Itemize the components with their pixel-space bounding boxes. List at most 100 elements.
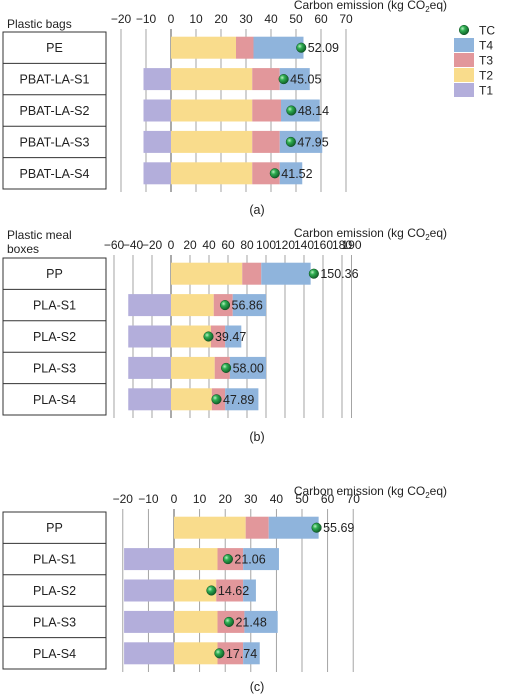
- tc-marker: [285, 136, 296, 147]
- tc-value-label: 45.05: [290, 73, 321, 87]
- bar-t4: [279, 130, 323, 153]
- category-label: PLA-S3: [33, 615, 76, 629]
- group-label: Plastic bags: [7, 17, 72, 31]
- tick-label: 120: [275, 238, 295, 252]
- tick-label: 60: [321, 492, 335, 506]
- tick-label: 40: [264, 12, 278, 26]
- chart-panel-2: Carbon emission (kg CO2eq) −60−40−20 0 20 40…: [2, 226, 447, 444]
- legend-label: T2: [479, 69, 493, 83]
- bar-t4: [261, 262, 311, 285]
- tc-marker: [206, 585, 217, 596]
- tick-label: −10: [138, 492, 159, 506]
- bar-t3: [242, 262, 262, 285]
- tick-label: 100: [256, 238, 276, 252]
- bar-t2: [171, 162, 253, 185]
- category-label: PBAT-LA-S1: [20, 73, 90, 87]
- tc-value-label: 41.52: [281, 167, 312, 181]
- bar-t4: [244, 610, 278, 633]
- bar-t3: [252, 162, 280, 185]
- tick-label: 0: [168, 12, 175, 26]
- tick-label: 10: [189, 12, 203, 26]
- bar-t1: [128, 388, 171, 411]
- tc-marker: [221, 362, 232, 373]
- bar-t1: [128, 325, 171, 348]
- tick-label: 20: [219, 492, 233, 506]
- tc-value-label: 47.89: [223, 393, 254, 407]
- tc-marker: [214, 648, 225, 659]
- tick-label: 10: [193, 492, 207, 506]
- tc-marker: [222, 554, 233, 565]
- tc-value-label: 48.14: [298, 104, 329, 118]
- legend-swatch-t1: [454, 83, 474, 97]
- category-label: PE: [46, 41, 63, 55]
- category-label: PLA-S3: [33, 361, 76, 375]
- bar-t1: [124, 642, 174, 665]
- category-label: PLA-S2: [33, 584, 76, 598]
- tc-marker: [296, 42, 307, 53]
- tc-marker: [311, 522, 322, 533]
- bar-t2: [174, 548, 218, 571]
- legend-swatch-t3: [454, 53, 474, 67]
- panel-caption: (a): [249, 203, 264, 217]
- tick-label: 70: [347, 492, 361, 506]
- bar-t1: [124, 610, 174, 633]
- tc-marker: [286, 105, 297, 116]
- bar-t3: [245, 516, 269, 539]
- tick-label: 160: [313, 238, 333, 252]
- tick-label: 180: [332, 238, 352, 252]
- bar-t4: [268, 516, 319, 539]
- category-box: [2, 31, 107, 190]
- category-label: PP: [46, 521, 63, 535]
- axis-title: Carbon emission (kg CO2eq): [294, 0, 447, 14]
- bar-t4: [253, 36, 304, 59]
- category-label: PP: [46, 267, 63, 281]
- tick-label: 140: [294, 238, 314, 252]
- tick-label: −20: [113, 492, 134, 506]
- legend-label: T3: [479, 54, 493, 68]
- bar-t2: [171, 68, 253, 91]
- category-box: [2, 511, 107, 670]
- tc-marker: [223, 616, 235, 627]
- bar-t1: [143, 68, 171, 91]
- chart-panel-3: Carbon emission (kg CO2eq) −20 −10 0 10 20 30 4…: [2, 484, 447, 694]
- tc-value-label: 56.86: [232, 299, 263, 313]
- tc-value-label: 52.09: [308, 41, 339, 55]
- legend-label: TC: [479, 24, 495, 38]
- bar-t2: [171, 130, 253, 153]
- bar-t2: [171, 388, 212, 411]
- tc-marker: [278, 74, 289, 85]
- tc-value-label: 47.95: [297, 135, 328, 149]
- category-label: PBAT-LA-S3: [20, 135, 90, 149]
- bar-t3: [216, 579, 244, 602]
- legend-label: T4: [479, 39, 493, 53]
- tick-label: 40: [202, 238, 216, 252]
- category-label: PBAT-LA-S4: [20, 167, 90, 181]
- tick-label: 40: [270, 492, 284, 506]
- bar-t2: [171, 99, 253, 122]
- bar-t2: [171, 325, 211, 348]
- tick-label: −40: [123, 238, 144, 252]
- axis-title: Carbon emission (kg CO2eq): [294, 226, 447, 242]
- bar-t2: [174, 642, 218, 665]
- tick-label: 20: [214, 12, 228, 26]
- bar-t2: [171, 262, 243, 285]
- legend-swatch-tc: [458, 24, 470, 36]
- bar-t2: [174, 516, 246, 539]
- tick-label: 30: [244, 492, 258, 506]
- bar-t4: [229, 356, 266, 379]
- group-label: boxes: [7, 242, 39, 256]
- category-box: [2, 257, 107, 416]
- tick-label: 70: [339, 12, 353, 26]
- legend-label: T1: [479, 84, 493, 98]
- bar-t4: [225, 388, 259, 411]
- bar-t2: [171, 36, 236, 59]
- bar-t2: [174, 579, 217, 602]
- tc-marker: [269, 168, 280, 179]
- bar-t1: [143, 162, 171, 185]
- bar-t3: [236, 36, 254, 59]
- category-label: PLA-S4: [33, 393, 76, 407]
- bar-t4: [243, 579, 256, 602]
- tc-value-label: 150.36: [320, 267, 358, 281]
- axis-title: Carbon emission (kg CO2eq): [294, 484, 447, 500]
- bar-t2: [171, 294, 214, 317]
